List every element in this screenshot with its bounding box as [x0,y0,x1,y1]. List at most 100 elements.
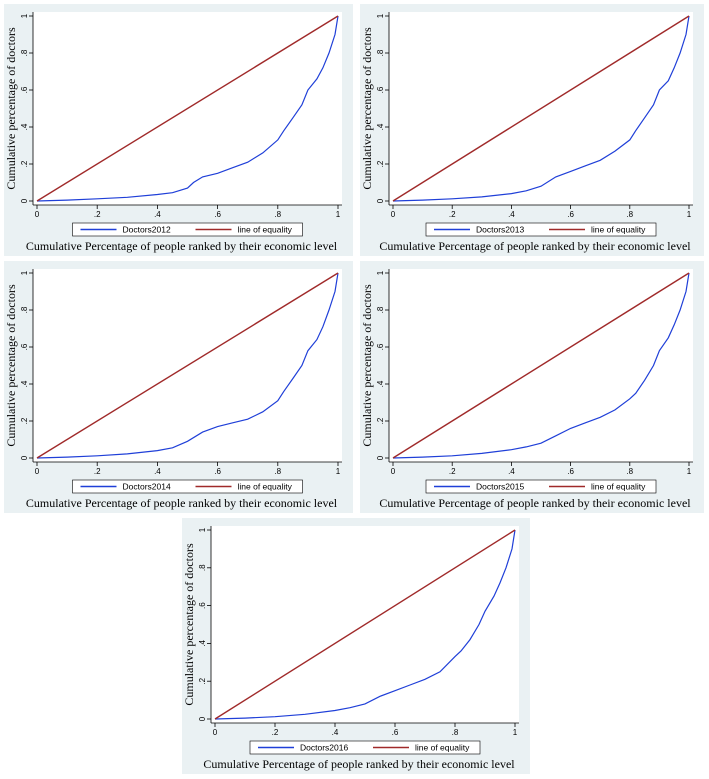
legend-label: line of equality [415,743,470,753]
y-tick-label: 0 [376,455,385,460]
y-axis-title: Cumulative percentage of doctors [360,284,374,447]
x-tick-label: .8 [274,210,281,219]
y-tick-label: .2 [20,417,29,424]
lorenz-chart-svg: 0 .2 .4 .6 .8 1 0 .2 .4 .6 .8 1 Doctors2014 line of e… [4,269,342,510]
series-line [36,15,339,202]
series-line [214,529,516,720]
y-tick-label: .2 [376,417,385,424]
panel-2012: 0 .2 .4 .6 .8 1 0 .2 .4 .6 .8 1 Doctors2012 line of e… [4,4,353,256]
y-tick-label: .8 [376,49,385,56]
y-tick-label: .4 [376,123,385,130]
y-axis-title: Cumulative percentage of doctors [4,27,18,190]
y-tick-label: .6 [198,602,207,609]
x-tick-label: .8 [626,210,633,219]
legend-label: Doctors2015 [476,482,524,492]
lorenz-chart-svg: 0 .2 .4 .6 .8 1 0 .2 .4 .6 .8 1 Doctors2013 line of e… [360,12,693,253]
x-tick-label: .4 [332,728,339,737]
y-tick-label: .8 [376,306,385,313]
y-axis-title: Cumulative percentage of doctors [4,284,18,447]
x-tick-label: .4 [508,210,515,219]
legend-label: Doctors2014 [123,482,171,492]
y-tick-label: .2 [376,160,385,167]
series-line [36,15,339,202]
x-tick-label: .6 [567,210,574,219]
x-tick-label: 0 [35,210,40,219]
y-tick-label: .8 [20,49,29,56]
x-tick-label: 0 [213,728,218,737]
y-axis-title: Cumulative percentage of doctors [360,27,374,190]
y-tick-label: .6 [376,343,385,350]
y-tick-label: 0 [198,716,207,721]
series-line [392,15,690,202]
x-tick-label: .6 [567,467,574,476]
legend-label: Doctors2016 [300,743,348,753]
legend-label: line of equality [591,225,646,235]
legend-label: Doctors2013 [476,225,524,235]
x-axis-title: Cumulative Percentage of people ranked b… [203,757,515,771]
lorenz-chart-svg: 0 .2 .4 .6 .8 1 0 .2 .4 .6 .8 1 Doctors2015 line of e… [360,269,693,510]
x-axis-title: Cumulative Percentage of people ranked b… [379,496,691,510]
y-tick-label: 1 [20,270,29,275]
y-tick-label: .4 [198,640,207,647]
x-tick-label: .2 [272,728,279,737]
legend-label: Doctors2012 [123,225,171,235]
series-line [36,272,339,459]
x-tick-label: .2 [449,210,456,219]
series-line [392,272,690,459]
lorenz-chart-svg: 0 .2 .4 .6 .8 1 0 .2 .4 .6 .8 1 Doctors2016 line of e… [182,526,519,771]
y-tick-label: .6 [20,86,29,93]
series-line [392,15,690,202]
panel-2013: 0 .2 .4 .6 .8 1 0 .2 .4 .6 .8 1 Doctors2013 line of e… [360,4,704,256]
panel-2015: 0 .2 .4 .6 .8 1 0 .2 .4 .6 .8 1 Doctors2015 line of e… [360,261,704,513]
x-tick-label: 1 [336,210,341,219]
x-tick-label: .4 [154,467,161,476]
y-tick-label: .2 [198,677,207,684]
x-axis-title: Cumulative Percentage of people ranked b… [379,239,691,253]
y-tick-label: 0 [20,455,29,460]
x-tick-label: .6 [214,210,221,219]
y-tick-label: .8 [20,306,29,313]
panel-2016: 0 .2 .4 .6 .8 1 0 .2 .4 .6 .8 1 Doctors2016 line of e… [182,518,530,774]
y-tick-label: .6 [20,343,29,350]
y-tick-label: 0 [376,198,385,203]
x-axis-title: Cumulative Percentage of people ranked b… [26,239,338,253]
lorenz-chart-svg: 0 .2 .4 .6 .8 1 0 .2 .4 .6 .8 1 Doctors2012 line of e… [4,12,342,253]
y-axis-title: Cumulative percentage of doctors [182,543,196,706]
x-tick-label: 1 [687,210,692,219]
x-tick-label: 0 [391,210,396,219]
legend-label: line of equality [238,225,293,235]
legend-box [72,479,303,494]
series-line [214,529,516,720]
y-tick-label: .6 [376,86,385,93]
x-tick-label: .6 [214,467,221,476]
series-line [392,272,690,459]
y-tick-label: 1 [376,13,385,18]
x-tick-label: 0 [391,467,396,476]
x-tick-label: 0 [35,467,40,476]
x-tick-label: .4 [154,210,161,219]
x-tick-label: .6 [392,728,399,737]
legend-box [72,222,303,237]
x-tick-label: .8 [274,467,281,476]
x-axis-title: Cumulative Percentage of people ranked b… [26,496,338,510]
x-tick-label: .2 [94,210,101,219]
legend-box [425,479,657,494]
x-tick-label: .8 [452,728,459,737]
x-tick-label: 1 [687,467,692,476]
y-tick-label: .4 [376,380,385,387]
legend-box [249,740,481,755]
x-tick-label: 1 [513,728,518,737]
legend-label: line of equality [591,482,646,492]
y-tick-label: 1 [20,13,29,18]
x-tick-label: 1 [336,467,341,476]
y-tick-label: 1 [198,527,207,532]
x-tick-label: .8 [626,467,633,476]
x-tick-label: .4 [508,467,515,476]
legend-label: line of equality [238,482,293,492]
y-tick-label: .8 [198,564,207,571]
y-tick-label: .4 [20,123,29,130]
x-tick-label: .2 [449,467,456,476]
x-tick-label: .2 [94,467,101,476]
y-tick-label: .2 [20,160,29,167]
series-line [36,272,339,459]
